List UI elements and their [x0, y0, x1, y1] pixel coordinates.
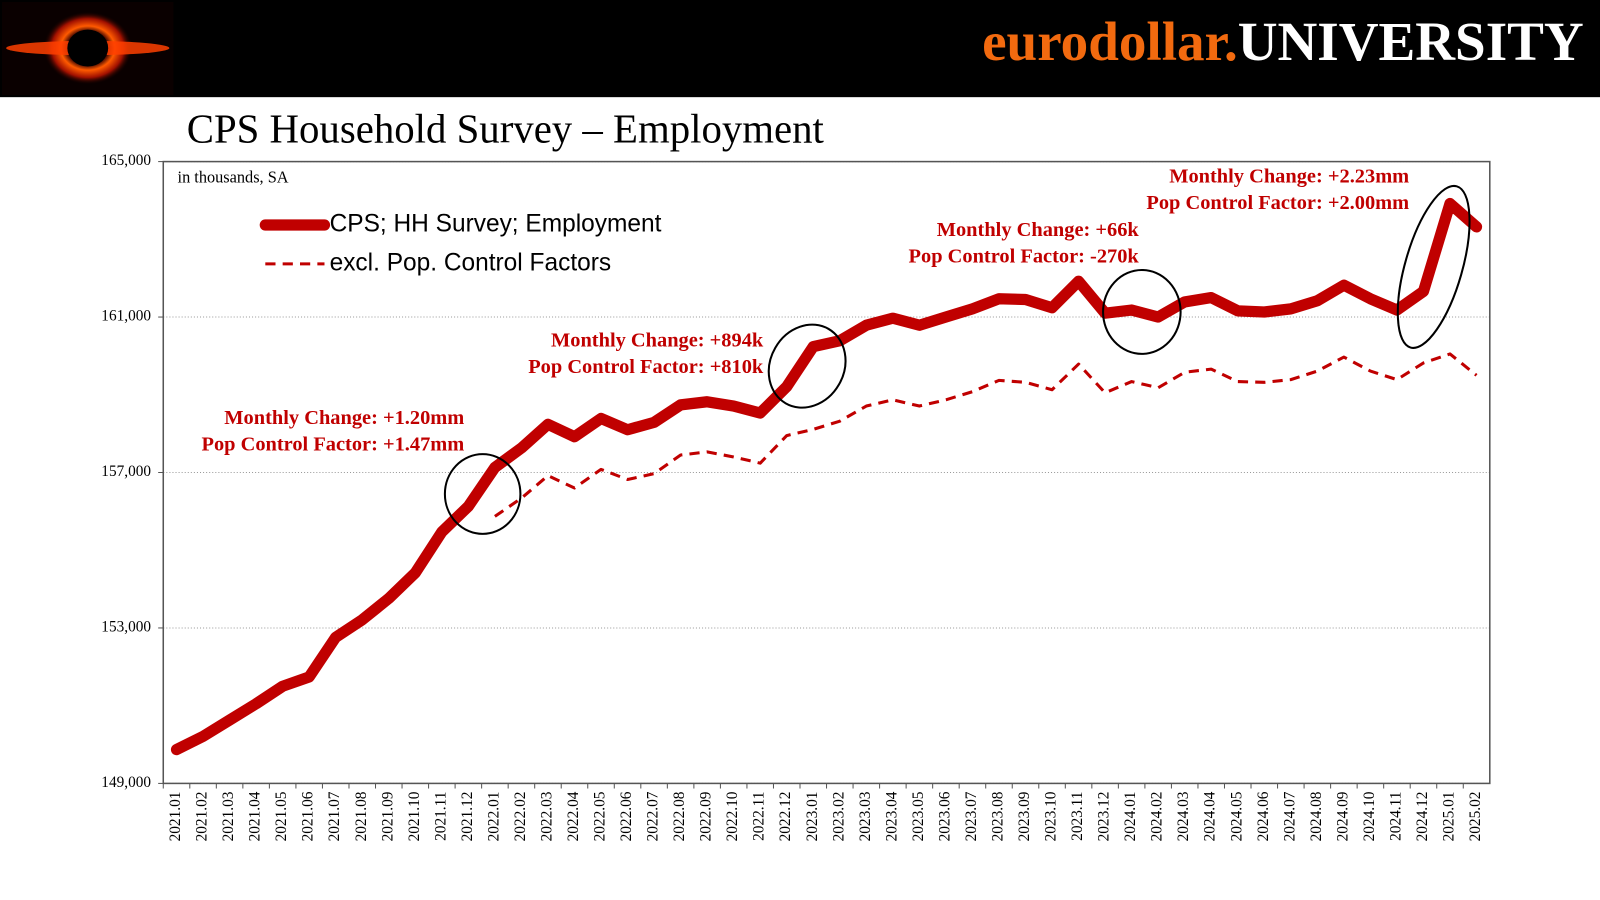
chart-title: CPS Household Survey – Employment [187, 106, 825, 151]
highlight-circle [767, 323, 847, 409]
x-tick-label: 2021.02 [194, 792, 211, 842]
x-tick-label: 2021.12 [459, 792, 476, 842]
x-tick-label: 2023.04 [883, 791, 900, 841]
x-tick-label: 2023.03 [857, 791, 874, 841]
x-tick-label: 2022.04 [565, 791, 582, 841]
x-tick-label: 2023.07 [963, 791, 980, 841]
x-tick-label: 2024.01 [1122, 792, 1139, 842]
highlight-circle [1102, 268, 1182, 355]
y-tick-label: 161,000 [101, 308, 151, 325]
annotation: Monthly Change: +1.20mm [224, 407, 464, 429]
x-tick-label: 2022.07 [645, 791, 662, 841]
x-tick-label: 2023.11 [1069, 792, 1086, 841]
chart-subtitle: in thousands, SA [178, 168, 289, 187]
data-line [170, 197, 1483, 756]
x-tick-label: 2024.12 [1414, 792, 1431, 842]
x-tick-label: 2024.03 [1175, 791, 1192, 841]
x-tick-label: 2023.02 [830, 792, 847, 842]
x-tick-label: 2023.09 [1016, 791, 1033, 841]
highlight-circle [1396, 184, 1471, 349]
x-tick-label: 2022.11 [751, 792, 768, 841]
x-tick-label: 2021.11 [432, 792, 449, 841]
x-tick-label: 2023.08 [990, 791, 1007, 841]
x-tick-label: 2021.03 [220, 791, 237, 841]
x-tick-label: 2025.01 [1441, 792, 1458, 842]
legend-label: CPS; HH Survey; Employment [330, 210, 662, 237]
annotation: Pop Control Factor: +1.47mm [201, 434, 464, 456]
x-tick-label: 2021.01 [167, 792, 184, 842]
annotation: Pop Control Factor: +2.00mm [1146, 192, 1409, 214]
y-tick-label: 153,000 [101, 618, 151, 635]
x-tick-label: 2023.06 [936, 791, 953, 841]
legend-label: excl. Pop. Control Factors [330, 249, 612, 276]
x-tick-label: 2023.05 [910, 791, 927, 841]
annotation: Pop Control Factor: -270k [909, 245, 1140, 267]
x-tick-label: 2021.06 [300, 791, 317, 841]
x-tick-label: 2021.09 [379, 791, 396, 841]
x-tick-label: 2022.08 [671, 791, 688, 841]
x-tick-label: 2022.05 [592, 791, 609, 841]
annotation: Monthly Change: +2.23mm [1169, 166, 1409, 188]
x-tick-label: 2024.04 [1202, 791, 1219, 841]
brand-main: eurodollar. [982, 11, 1238, 72]
plot-frame [162, 160, 1491, 785]
annotation: Pop Control Factor: +810k [528, 356, 764, 378]
x-tick-label: 2024.07 [1281, 791, 1298, 841]
x-tick-label: 2021.10 [406, 791, 423, 841]
logo-core [67, 29, 109, 67]
annotation: Monthly Change: +66k [937, 219, 1140, 241]
brand-suffix: UNIVERSITY [1238, 11, 1584, 72]
x-tick-label: 2022.12 [777, 792, 794, 842]
dashed-line [494, 352, 1478, 518]
x-tick-label: 2022.10 [724, 791, 741, 841]
x-tick-label: 2022.01 [485, 792, 502, 842]
x-tick-label: 2021.05 [273, 791, 290, 841]
x-tick-label: 2024.06 [1255, 791, 1272, 841]
brand: eurodollar.UNIVERSITY [982, 11, 1584, 72]
x-tick-label: 2024.10 [1361, 791, 1378, 841]
x-tick-label: 2024.02 [1149, 792, 1166, 842]
header-bar [0, 0, 1600, 98]
x-tick-label: 2022.09 [698, 791, 715, 841]
x-tick-label: 2025.02 [1467, 792, 1484, 842]
x-tick-label: 2022.02 [512, 792, 529, 842]
x-tick-label: 2024.08 [1308, 791, 1325, 841]
highlight-circle [443, 453, 522, 535]
y-tick-label: 149,000 [101, 774, 151, 791]
x-tick-label: 2022.06 [618, 791, 635, 841]
x-tick-label: 2021.04 [247, 791, 264, 841]
plot: 149,000 153,000 157,000 161,000 165,000 2021.… [101, 152, 1490, 842]
y-tick-label: 157,000 [101, 463, 151, 480]
y-tick-label: 165,000 [101, 152, 151, 169]
x-tick-label: 2023.12 [1096, 792, 1113, 842]
x-tick-label: 2024.09 [1334, 791, 1351, 841]
x-tick-label: 2024.05 [1228, 791, 1245, 841]
x-tick-label: 2023.10 [1043, 791, 1060, 841]
x-tick-label: 2021.07 [326, 791, 343, 841]
x-tick-label: 2022.03 [538, 791, 555, 841]
x-tick-label: 2024.11 [1387, 792, 1404, 841]
x-tick-label: 2023.01 [804, 792, 821, 842]
x-tick-label: 2021.08 [353, 791, 370, 841]
annotation: Monthly Change: +894k [551, 329, 764, 351]
